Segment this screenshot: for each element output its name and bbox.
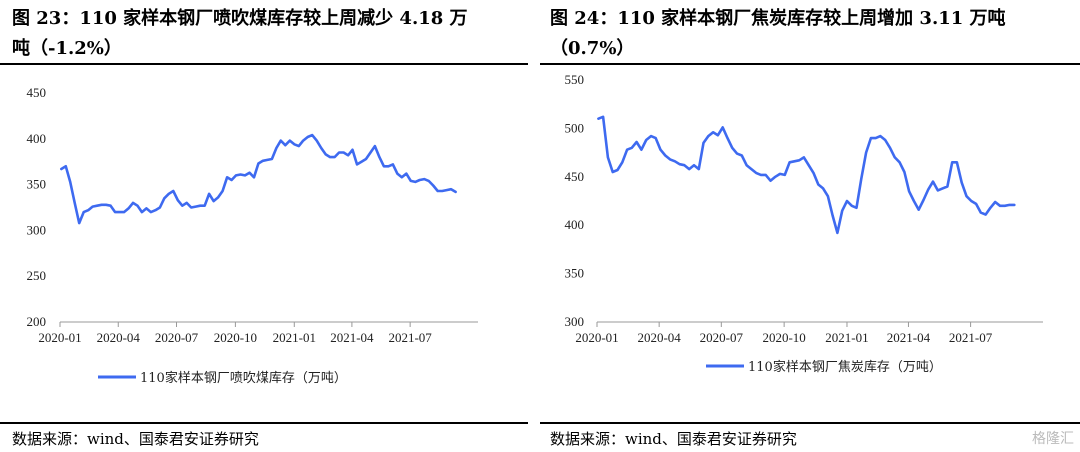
x-tick-label: 2021-01 <box>825 330 868 345</box>
chart-title: 图 24：110 家样本钢厂焦炭库存较上周增加 3.11 万吨 （0.7%） <box>550 4 1070 64</box>
watermark-logo: 格隆汇 <box>1032 431 1074 447</box>
chart-title-line2: （0.7%） <box>550 38 635 59</box>
title-divider <box>0 63 528 65</box>
y-tick-label: 250 <box>27 268 47 283</box>
x-tick-label: 2020-10 <box>214 330 257 345</box>
y-tick-label: 550 <box>565 72 585 87</box>
data-source: 数据来源：wind、国泰君安证券研究 <box>12 430 259 448</box>
source-divider <box>540 422 1080 424</box>
x-tick-label: 2021-04 <box>330 330 374 345</box>
y-tick-label: 500 <box>565 120 585 135</box>
y-tick-label: 450 <box>27 85 47 100</box>
y-tick-label: 350 <box>27 177 47 192</box>
x-tick-label: 2021-07 <box>949 330 993 345</box>
legend-label: 110家样本钢厂焦炭库存（万吨） <box>748 359 942 375</box>
data-source: 数据来源：wind、国泰君安证券研究 <box>550 430 797 448</box>
y-tick-label: 200 <box>27 314 47 329</box>
chart-title: 图 23：110 家样本钢厂喷吹煤库存较上周减少 4.18 万 吨（-1.2%） <box>12 4 512 64</box>
y-tick-label: 450 <box>565 169 585 184</box>
title-divider <box>540 63 1080 65</box>
x-tick-label: 2020-07 <box>155 330 199 345</box>
y-tick-label: 300 <box>565 314 585 329</box>
series-line <box>59 133 457 225</box>
chart-title-line1: 图 23：110 家样本钢厂喷吹煤库存较上周减少 4.18 万 <box>12 8 468 29</box>
chart-title-line2: 吨（-1.2%） <box>12 38 122 59</box>
x-tick-label: 2020-01 <box>575 330 618 345</box>
y-tick-label: 400 <box>27 131 47 146</box>
source-divider <box>0 422 528 424</box>
x-tick-label: 2020-01 <box>38 330 81 345</box>
x-tick-label: 2020-10 <box>762 330 805 345</box>
x-tick-label: 2020-04 <box>637 330 681 345</box>
series-line <box>597 115 1016 235</box>
chart-title-line1: 图 24：110 家样本钢厂焦炭库存较上周增加 3.11 万吨 <box>550 8 1006 29</box>
y-tick-label: 400 <box>565 217 585 232</box>
coke-inventory-chart: 300 350 400 450 500 550 2020-01 2020-04 2020-07 2… <box>565 72 1043 375</box>
x-tick-label: 2021-01 <box>273 330 316 345</box>
coal-inventory-chart: 200 250 300 350 400 450 2020-01 2020-04 2020-07 2… <box>27 85 478 386</box>
y-tick-label: 300 <box>27 222 47 237</box>
y-tick-label: 350 <box>565 266 585 281</box>
x-tick-label: 2021-07 <box>388 330 432 345</box>
chart-panel-right: 图 24：110 家样本钢厂焦炭库存较上周增加 3.11 万吨 （0.7%） 3… <box>540 0 1080 452</box>
x-tick-label: 2020-07 <box>700 330 744 345</box>
chart-panel-left: 图 23：110 家样本钢厂喷吹煤库存较上周减少 4.18 万 吨（-1.2%）… <box>0 0 528 452</box>
x-tick-label: 2021-04 <box>887 330 931 345</box>
legend-label: 110家样本钢厂喷吹煤库存（万吨） <box>140 370 347 386</box>
x-tick-label: 2020-04 <box>97 330 141 345</box>
